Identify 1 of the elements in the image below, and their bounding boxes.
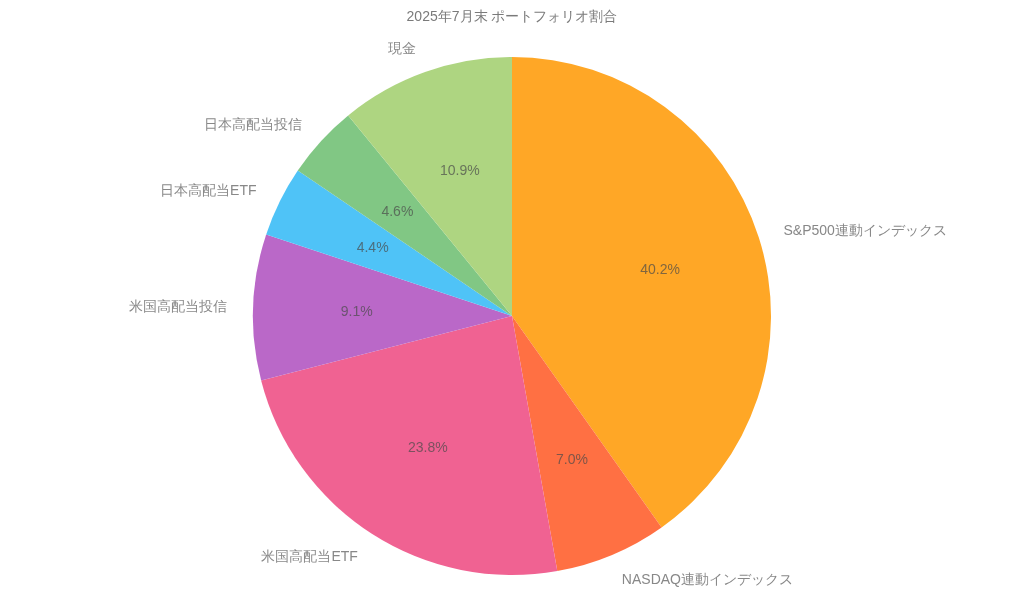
title: 2025年7月末 ポートフォリオ割合 bbox=[406, 8, 618, 24]
